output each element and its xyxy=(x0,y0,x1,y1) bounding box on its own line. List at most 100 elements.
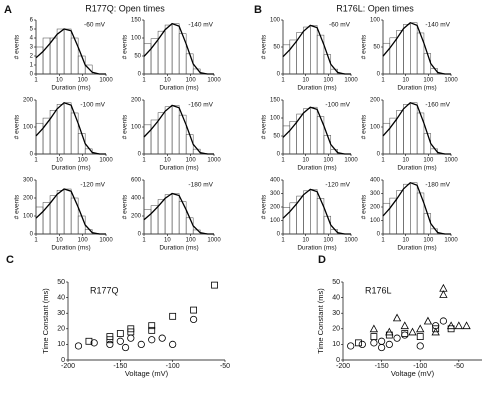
marker-square xyxy=(432,325,440,333)
x-tick-label: 1 xyxy=(281,158,285,164)
panel-title: R176L: Open times xyxy=(336,3,414,13)
annotation: -160 mV xyxy=(425,102,450,109)
x-tick-label: 100 xyxy=(186,158,197,164)
x-tick-label: 100 xyxy=(323,158,334,164)
fit-curve xyxy=(143,22,214,75)
x-tick-label: 10 xyxy=(302,238,309,244)
x-tick-label: 100 xyxy=(78,78,89,84)
y-tick-label: 0 xyxy=(377,232,381,238)
x-axis-label: Duration (ms) xyxy=(397,165,436,172)
x-axis-label: Voltage (mV) xyxy=(391,369,435,378)
marker-square xyxy=(148,322,156,330)
x-tick-label: 1 xyxy=(34,78,38,84)
y-axis-label: # events xyxy=(14,114,21,139)
x-tick-label: 1 xyxy=(381,78,385,84)
histogram-bar xyxy=(77,133,86,155)
y-tick-label: 0 xyxy=(277,232,281,238)
histogram-bar xyxy=(282,44,291,75)
marker-circle xyxy=(137,340,145,348)
y-tick-label: 300 xyxy=(23,178,34,184)
x-tick-label: 1000 xyxy=(99,158,113,164)
annotation: -120 mV xyxy=(80,182,105,189)
histogram-bar xyxy=(56,190,65,235)
y-axis-label: # events xyxy=(261,114,268,139)
x-tick-label: 10 xyxy=(56,78,63,84)
x-axis-label: Duration (ms) xyxy=(159,245,198,252)
y-axis-label: # events xyxy=(122,114,129,139)
annotation: -120 mV xyxy=(325,182,350,189)
y-tick-label: 200 xyxy=(370,98,381,104)
marker-circle xyxy=(148,336,156,344)
y-tick-label: 100 xyxy=(270,18,281,24)
x-tick-label: 10 xyxy=(302,78,309,84)
x-tick-label: 1 xyxy=(381,238,385,244)
x-tick-label: 1 xyxy=(142,78,146,84)
x-axis-label: Duration (ms) xyxy=(159,165,198,172)
marker-circle xyxy=(439,317,447,325)
histogram-bar xyxy=(382,202,391,235)
x-tick-label: 100 xyxy=(186,78,197,84)
histogram-bar xyxy=(35,206,44,235)
marker-circle xyxy=(347,342,355,350)
annotation: -60 mV xyxy=(84,22,106,29)
x-tick-label: 100 xyxy=(78,238,89,244)
histogram-bar xyxy=(164,24,173,75)
x-tick-label: 10 xyxy=(164,158,171,164)
y-axis-label: # events xyxy=(361,194,368,219)
annotation: -100 mV xyxy=(325,102,350,109)
annotation: -140 mV xyxy=(425,22,450,29)
x-axis-label: Voltage (mV) xyxy=(125,369,169,378)
y-tick-label: 0 xyxy=(336,357,340,364)
y-axis-label: # events xyxy=(14,194,21,219)
y-tick-label: 30 xyxy=(332,310,340,317)
histogram-bar xyxy=(35,122,44,155)
marker-triangle xyxy=(408,327,417,336)
fit-curve xyxy=(382,181,451,235)
histogram-bar xyxy=(382,42,391,75)
x-axis-label: Duration (ms) xyxy=(397,245,436,252)
panel-letter: D xyxy=(318,254,326,266)
x-tick-label: 1000 xyxy=(99,78,113,84)
y-tick-label: 20 xyxy=(332,326,340,333)
marker-square xyxy=(447,325,455,333)
y-tick-label: 20 xyxy=(57,326,65,333)
histogram-bar xyxy=(171,23,180,75)
marker-circle xyxy=(74,342,83,350)
marker-circle xyxy=(385,340,393,348)
x-tick-label: 1000 xyxy=(344,78,358,84)
chart-title: R177Q xyxy=(90,285,119,295)
x-tick-label: 1000 xyxy=(444,78,458,84)
y-tick-label: 0 xyxy=(277,72,281,78)
x-tick-label: 1000 xyxy=(99,238,113,244)
y-tick-label: 30 xyxy=(57,310,65,317)
y-tick-label: 100 xyxy=(370,125,381,131)
y-tick-label: 0 xyxy=(138,72,142,78)
x-tick-label: 10 xyxy=(402,78,409,84)
marker-circle xyxy=(416,342,424,350)
fit-curve xyxy=(35,101,106,155)
y-tick-label: 200 xyxy=(131,214,142,220)
annotation: -160 mV xyxy=(188,102,213,109)
y-tick-label: 40 xyxy=(57,294,65,301)
fit-curve xyxy=(282,24,351,75)
x-tick-label: 1000 xyxy=(444,238,458,244)
x-tick-label: -50 xyxy=(220,363,230,370)
x-tick-label: 10 xyxy=(56,158,63,164)
x-tick-label: -200 xyxy=(336,363,350,370)
histogram-bar xyxy=(410,182,418,235)
marker-circle xyxy=(432,322,440,330)
marker-circle xyxy=(370,339,378,347)
marker-triangle xyxy=(454,321,464,330)
x-axis-label: Duration (ms) xyxy=(297,245,336,252)
histogram-bar xyxy=(171,105,180,155)
y-tick-label: 0 xyxy=(138,152,142,158)
panel-title: R177Q: Open times xyxy=(85,3,165,13)
chart-title: R176L xyxy=(365,285,392,295)
x-tick-label: 10 xyxy=(164,238,171,244)
x-tick-label: 1000 xyxy=(207,238,221,244)
marker-square xyxy=(190,306,198,314)
histogram-bar xyxy=(63,188,72,235)
annotation: -180 mV xyxy=(188,182,213,189)
x-tick-label: -100 xyxy=(413,363,427,370)
histogram-bar xyxy=(403,104,411,155)
